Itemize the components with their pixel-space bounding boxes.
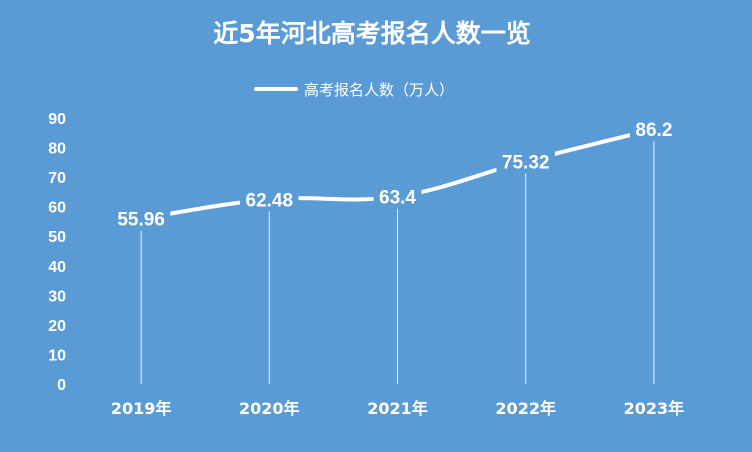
x-axis: 2019年 2020年 2021年 2022年 2023年 xyxy=(111,399,684,418)
legend-label: 高考报名人数（万人） xyxy=(304,81,454,99)
y-tick-label: 60 xyxy=(48,200,66,217)
y-tick-label: 30 xyxy=(48,288,66,305)
data-label: 63.4 xyxy=(379,188,416,209)
x-tick-label: 2022年 xyxy=(495,399,556,418)
legend: 高考报名人数（万人） xyxy=(254,81,454,99)
x-tick-label: 2020年 xyxy=(239,399,300,418)
data-label: 55.96 xyxy=(117,210,165,231)
y-tick-label: 80 xyxy=(48,141,66,158)
y-tick-label: 20 xyxy=(48,318,66,335)
drop-lines xyxy=(140,129,655,384)
data-label-bg xyxy=(373,184,422,209)
chart-title: 近5年河北高考报名人数一览 xyxy=(213,19,530,48)
y-tick-label: 90 xyxy=(48,111,66,128)
data-labels: 55.96 62.48 63.4 75.32 86.2 xyxy=(111,117,678,231)
x-tick-label: 2019年 xyxy=(111,399,172,418)
y-tick-label: 10 xyxy=(48,347,66,364)
y-tick-label: 0 xyxy=(57,377,66,394)
y-axis: 0 10 20 30 40 50 60 70 80 90 xyxy=(48,111,66,394)
y-tick-label: 40 xyxy=(48,259,66,276)
data-label: 62.48 xyxy=(246,190,294,211)
data-label: 75.32 xyxy=(502,152,550,173)
data-label-bg xyxy=(496,149,555,174)
data-label: 86.2 xyxy=(635,120,672,141)
y-tick-label: 70 xyxy=(48,170,66,187)
data-label-bg xyxy=(629,117,678,142)
x-tick-label: 2021年 xyxy=(367,399,428,418)
data-label-bg xyxy=(240,187,299,212)
x-tick-label: 2023年 xyxy=(624,399,685,418)
y-tick-label: 50 xyxy=(48,229,66,246)
data-label-bg xyxy=(111,206,171,231)
